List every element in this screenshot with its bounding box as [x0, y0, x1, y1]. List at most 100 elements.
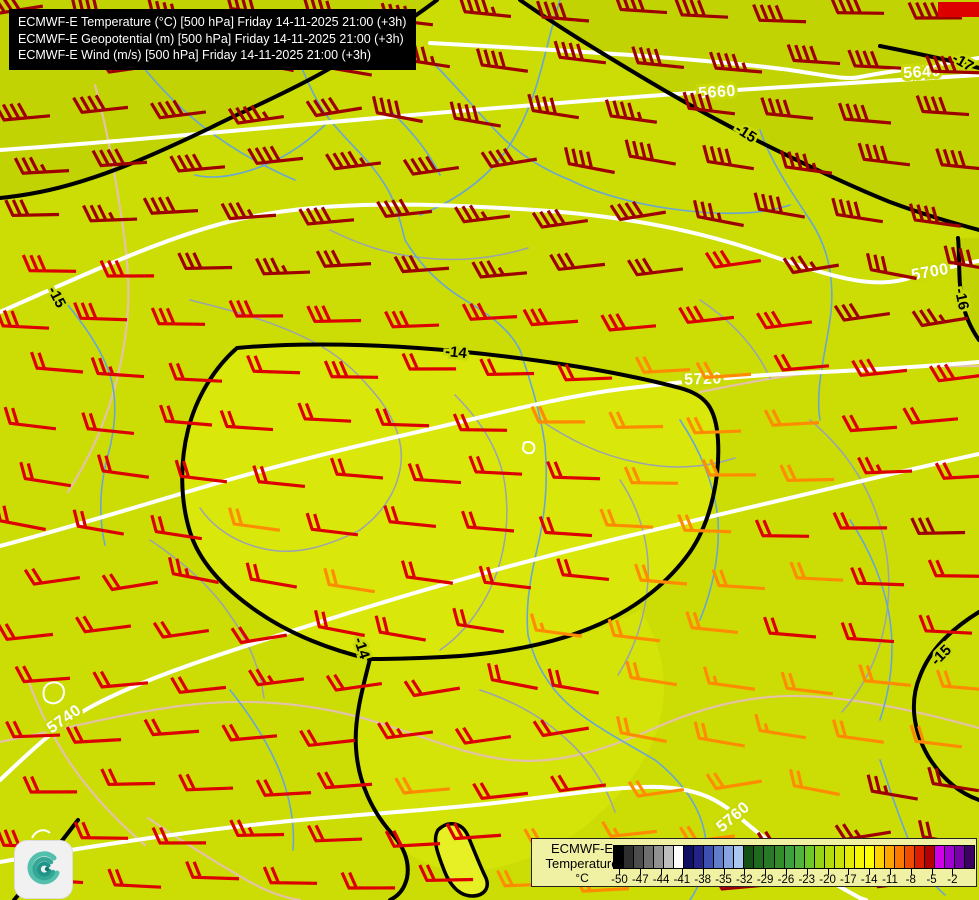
wind-barb	[107, 868, 162, 889]
legend-tick-label: -32	[736, 874, 753, 886]
wind-barb	[305, 96, 363, 118]
legend-tick-label: -23	[798, 874, 816, 886]
wind-barb	[925, 54, 979, 75]
wind-barb	[75, 615, 132, 634]
legend-cell	[744, 846, 755, 868]
wind-barb	[538, 516, 593, 538]
wind-barb	[908, 203, 962, 228]
wind-barb	[865, 252, 917, 281]
wind-barb	[152, 620, 210, 639]
wind-barb	[252, 465, 306, 489]
legend-cell	[904, 846, 915, 868]
wind-barb	[458, 0, 512, 19]
wind-barb	[478, 565, 532, 590]
wind-barb	[377, 721, 434, 740]
corner-marker	[938, 2, 979, 17]
wind-barb	[91, 148, 148, 168]
wind-barb	[73, 821, 129, 840]
legend-tick-labels: -50 -47 -44 -41 -38 -35 -32 -29 -26 -23 -20 -17 -14-…	[611, 874, 973, 887]
wind-barb	[705, 772, 763, 791]
wind-barb	[831, 719, 885, 744]
wind-barb	[929, 363, 979, 383]
legend-cell	[884, 846, 895, 868]
legend-cell	[794, 846, 805, 868]
wind-barb	[229, 819, 285, 838]
geopotential-label: 5660	[698, 83, 737, 103]
legend-tick	[806, 869, 808, 875]
wind-barb	[245, 562, 298, 589]
wind-barb	[563, 146, 615, 175]
legend-tick-label: -29	[756, 874, 774, 886]
legend-cell	[624, 846, 635, 868]
wind-barb	[401, 352, 457, 371]
legend-cell	[824, 846, 835, 868]
wind-barb	[315, 249, 372, 268]
legend-cell	[644, 846, 655, 868]
legend-color-cells	[613, 845, 975, 869]
wind-barb	[393, 254, 450, 274]
wind-barb	[0, 503, 46, 532]
wind-barb	[678, 305, 735, 325]
legend-tick	[848, 869, 850, 875]
wind-barb	[329, 457, 384, 480]
legend-tick	[869, 869, 871, 875]
wind-barb	[298, 206, 355, 226]
wind-barb	[150, 99, 207, 120]
wind-barb	[228, 299, 284, 318]
wind-barb	[609, 200, 667, 222]
wind-barb	[5, 720, 61, 739]
legend-ticks	[613, 869, 973, 875]
wind-barb	[851, 358, 908, 378]
legend-cell	[674, 846, 685, 868]
wind-barb	[934, 461, 979, 480]
wind-barb	[158, 404, 213, 427]
wind-barb	[92, 670, 149, 689]
wind-barb	[82, 204, 138, 223]
wind-barb	[918, 614, 973, 635]
wind-barb	[220, 201, 277, 221]
title-line-geopotential: ECMWF-E Geopotential (m) [500 hPa] Frida…	[18, 31, 404, 46]
wind-barb	[857, 142, 911, 167]
wind-barb	[3, 406, 57, 431]
brand-logo[interactable]	[14, 840, 73, 899]
wind-barb	[753, 192, 806, 219]
legend-cell	[764, 846, 775, 868]
wind-barb	[546, 460, 601, 481]
wind-barb	[384, 310, 440, 329]
wind-barb	[0, 309, 50, 330]
wind-barb	[454, 204, 511, 224]
wind-barb	[607, 618, 661, 643]
wind-barb	[219, 410, 274, 432]
wind-barb	[29, 351, 84, 374]
wind-barb	[471, 260, 528, 279]
wind-barb	[557, 363, 613, 382]
wind-barb	[374, 615, 427, 642]
temperature-label: -14	[444, 343, 468, 362]
wind-barb	[530, 405, 586, 424]
wind-barb	[711, 569, 766, 591]
legend-tick	[889, 869, 891, 875]
swirl-logo-icon	[27, 851, 60, 885]
wind-barb	[375, 407, 430, 428]
wind-barb	[522, 307, 579, 327]
wind-barb	[754, 519, 810, 538]
wind-barb	[21, 254, 77, 273]
wind-barb	[72, 94, 129, 115]
wind-barb	[90, 357, 145, 379]
wind-barb	[832, 511, 888, 530]
wind-barb	[613, 0, 668, 15]
wind-barb	[866, 774, 919, 801]
wind-barb	[384, 829, 441, 848]
wind-barb	[686, 416, 742, 435]
legend-cell	[734, 846, 745, 868]
legend-cell	[694, 846, 705, 868]
wind-barb	[840, 622, 895, 644]
wind-barb	[674, 0, 729, 19]
legend-tick	[910, 869, 912, 875]
legend-tick	[723, 869, 725, 875]
wind-barb	[475, 48, 529, 73]
legend-tick-label: -17	[840, 874, 857, 886]
wind-barb	[168, 362, 223, 383]
